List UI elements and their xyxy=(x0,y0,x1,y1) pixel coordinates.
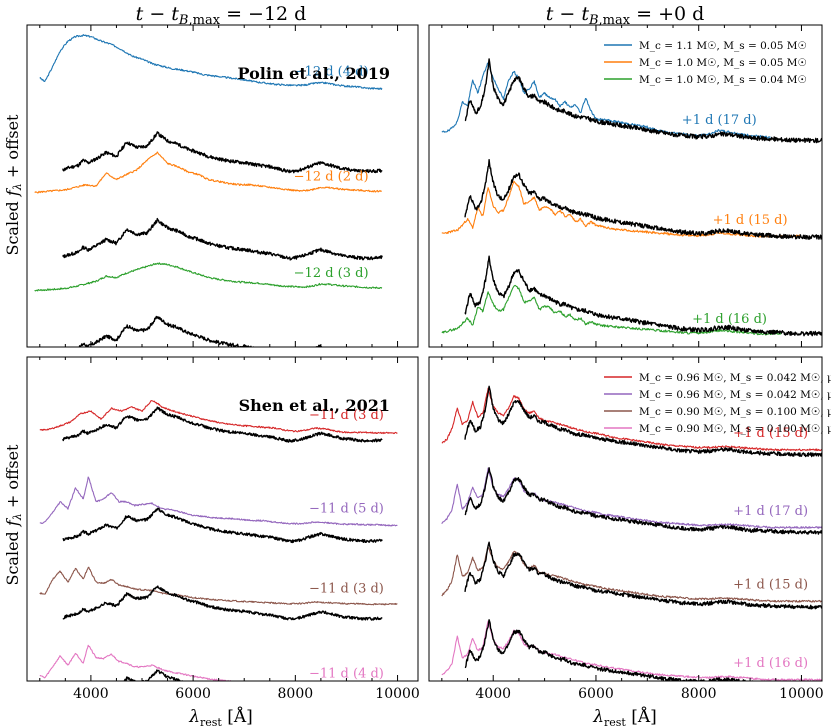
axes-frame xyxy=(26,24,419,348)
col-title-right: t − tB,max = +0 d xyxy=(546,3,705,28)
model-spectrum-1 xyxy=(39,476,398,527)
observed-spectrum-5 xyxy=(464,467,822,535)
x-tick-label: 8000 xyxy=(278,686,314,702)
x-tick-label: 10000 xyxy=(375,686,420,702)
legend-label: M_c = 0.90 M☉, M_s = 0.100 M☉, μ = −0.4 xyxy=(639,423,831,435)
observed-spectrum-6 xyxy=(464,541,822,610)
legend-label: M_c = 1.0 M☉, M_s = 0.04 M☉ xyxy=(639,74,807,86)
epoch-label-1: +1 d (15 d) xyxy=(713,213,788,228)
model-spectrum-3 xyxy=(441,620,822,681)
ylabel-bottom: Scaled fλ + offset xyxy=(3,444,24,586)
model-spectrum-0 xyxy=(441,387,822,452)
legend-label: M_c = 1.0 M☉, M_s = 0.05 M☉ xyxy=(639,57,807,69)
x-tick-label: 10000 xyxy=(779,686,824,702)
legend: M_c = 0.96 M☉, M_s = 0.042 M☉, μ = 0.0 M_… xyxy=(604,372,831,435)
epoch-label-2: +1 d (16 d) xyxy=(692,312,767,327)
observed-spectrum-5 xyxy=(62,507,383,544)
axes-frame xyxy=(428,356,823,682)
x-tick-label: 4000 xyxy=(475,686,511,702)
epoch-label-0: +1 d (17 d) xyxy=(682,113,757,128)
legend-label: M_c = 1.1 M☉, M_s = 0.05 M☉ xyxy=(639,40,807,52)
observed-spectrum-4 xyxy=(464,385,822,458)
observed-spectrum-3 xyxy=(464,58,822,144)
plot-area xyxy=(34,34,383,347)
model-spectrum-2 xyxy=(34,262,383,292)
observed-spectrum-4 xyxy=(62,217,383,261)
model-spectrum-1 xyxy=(441,467,822,529)
epoch-label-1: −12 d (2 d) xyxy=(294,170,369,185)
observed-spectrum-6 xyxy=(62,585,383,621)
xlabel-right: λrest [Å] xyxy=(592,706,657,728)
panel-title: Polin et al., 2019 xyxy=(238,64,390,83)
observed-spectrum-7 xyxy=(464,619,760,681)
ylabel-top: Scaled fλ + offset xyxy=(3,114,24,256)
axes-frame xyxy=(428,24,823,348)
observed-spectrum-4 xyxy=(62,406,383,443)
model-spectrum-2 xyxy=(441,546,822,603)
plot-area xyxy=(39,400,398,681)
observed-spectrum-4 xyxy=(464,159,822,240)
observed-spectrum-5 xyxy=(464,255,822,337)
epoch-label-0: −12 d (4 d) xyxy=(294,65,369,80)
panel-bottom-right: +1 d (15 d) +1 d (17 d) +1 d (15 d) +1 d (1… xyxy=(428,356,831,702)
x-tick-label: 8000 xyxy=(681,686,717,702)
epoch-label-2: +1 d (15 d) xyxy=(733,578,808,593)
model-spectrum-0 xyxy=(39,34,383,90)
x-tick-label: 6000 xyxy=(175,686,211,702)
epoch-label-3: −11 d (4 d) xyxy=(309,666,384,681)
model-spectrum-2 xyxy=(441,284,782,336)
panel-bottom-left: −11 d (3 d) −11 d (5 d) −11 d (3 d) −11 d (… xyxy=(26,356,420,702)
x-tick-label: 4000 xyxy=(73,686,109,702)
plot-area xyxy=(441,385,822,681)
epoch-label-2: −12 d (3 d) xyxy=(294,266,369,281)
x-tick-label: 6000 xyxy=(578,686,614,702)
epoch-label-3: +1 d (16 d) xyxy=(733,656,808,671)
legend: M_c = 1.1 M☉, M_s = 0.05 M☉ M_c = 1.0 M☉,… xyxy=(604,40,807,86)
model-spectrum-0 xyxy=(39,400,398,435)
model-spectrum-2 xyxy=(39,566,398,606)
epoch-label-1: −11 d (5 d) xyxy=(309,502,384,517)
axes-frame xyxy=(26,356,419,682)
col-title-left: t − tB,max = −12 d xyxy=(136,3,307,28)
legend-label: M_c = 0.96 M☉, M_s = 0.042 M☉, μ = 0.0 xyxy=(639,372,831,384)
epoch-label-1: +1 d (17 d) xyxy=(733,504,808,519)
legend-label: M_c = 0.96 M☉, M_s = 0.042 M☉, μ = −0.4 xyxy=(639,389,831,401)
panel-title: Shen et al., 2021 xyxy=(239,396,390,415)
xlabel-left: λrest [Å] xyxy=(188,706,253,728)
legend-label: M_c = 0.90 M☉, M_s = 0.100 M☉, μ = 0.0 xyxy=(639,406,831,418)
observed-spectrum-3 xyxy=(62,131,383,174)
model-spectrum-1 xyxy=(34,151,382,194)
epoch-label-0: +1 d (15 d) xyxy=(733,426,808,441)
epoch-label-2: −11 d (3 d) xyxy=(309,582,384,597)
plot-area xyxy=(441,58,822,337)
epoch-label-0: −11 d (3 d) xyxy=(309,408,384,423)
panel-top-left: −12 d (4 d) −12 d (2 d) −12 d (3 d) Polin e… xyxy=(26,24,419,348)
panel-top-right: +1 d (17 d) +1 d (15 d) +1 d (16 d) M_c = 1… xyxy=(428,24,823,348)
observed-spectrum-5 xyxy=(78,315,328,347)
